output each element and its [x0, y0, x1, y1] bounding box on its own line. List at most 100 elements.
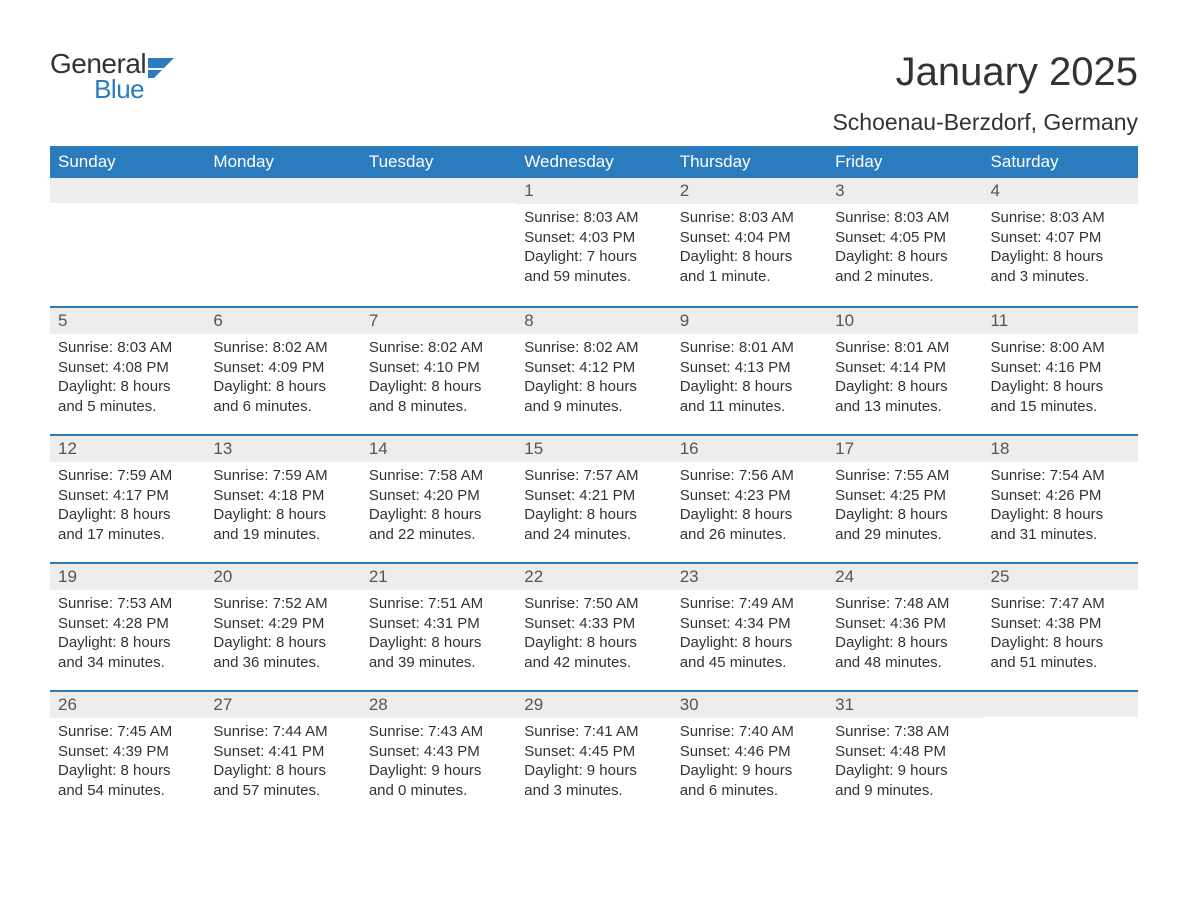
day-number: 17	[827, 436, 982, 462]
day-body: Sunrise: 8:02 AMSunset: 4:12 PMDaylight:…	[516, 334, 671, 426]
title-block: January 2025 Schoenau-Berzdorf, Germany	[832, 50, 1138, 136]
sunset-text: Sunset: 4:26 PM	[991, 486, 1132, 506]
day-number: 20	[205, 564, 360, 590]
day-cell: 23Sunrise: 7:49 AMSunset: 4:34 PMDayligh…	[672, 564, 827, 690]
day-number	[361, 178, 516, 203]
day-number: 16	[672, 436, 827, 462]
sunset-text: Sunset: 4:46 PM	[680, 742, 821, 762]
logo-blue: Blue	[50, 76, 146, 102]
daylight-text: Daylight: 8 hours and 15 minutes.	[991, 377, 1132, 416]
day-cell: 18Sunrise: 7:54 AMSunset: 4:26 PMDayligh…	[983, 436, 1138, 562]
sunset-text: Sunset: 4:18 PM	[213, 486, 354, 506]
daylight-text: Daylight: 8 hours and 51 minutes.	[991, 633, 1132, 672]
day-body: Sunrise: 7:52 AMSunset: 4:29 PMDaylight:…	[205, 590, 360, 682]
day-cell: 30Sunrise: 7:40 AMSunset: 4:46 PMDayligh…	[672, 692, 827, 818]
daylight-text: Daylight: 8 hours and 24 minutes.	[524, 505, 665, 544]
sunrise-text: Sunrise: 8:03 AM	[680, 208, 821, 228]
day-cell: 9Sunrise: 8:01 AMSunset: 4:13 PMDaylight…	[672, 308, 827, 434]
day-header-fri: Friday	[827, 146, 982, 178]
sunrise-text: Sunrise: 7:56 AM	[680, 466, 821, 486]
week-row: 12Sunrise: 7:59 AMSunset: 4:17 PMDayligh…	[50, 434, 1138, 562]
sunrise-text: Sunrise: 7:44 AM	[213, 722, 354, 742]
sunset-text: Sunset: 4:41 PM	[213, 742, 354, 762]
day-number: 28	[361, 692, 516, 718]
day-number: 3	[827, 178, 982, 204]
daylight-text: Daylight: 8 hours and 45 minutes.	[680, 633, 821, 672]
daylight-text: Daylight: 8 hours and 11 minutes.	[680, 377, 821, 416]
day-cell: 3Sunrise: 8:03 AMSunset: 4:05 PMDaylight…	[827, 178, 982, 306]
sunrise-text: Sunrise: 7:47 AM	[991, 594, 1132, 614]
day-number: 12	[50, 436, 205, 462]
sunrise-text: Sunrise: 7:50 AM	[524, 594, 665, 614]
day-cell: 13Sunrise: 7:59 AMSunset: 4:18 PMDayligh…	[205, 436, 360, 562]
day-number: 29	[516, 692, 671, 718]
day-cell: 6Sunrise: 8:02 AMSunset: 4:09 PMDaylight…	[205, 308, 360, 434]
sunset-text: Sunset: 4:17 PM	[58, 486, 199, 506]
day-body: Sunrise: 7:56 AMSunset: 4:23 PMDaylight:…	[672, 462, 827, 554]
day-cell: 22Sunrise: 7:50 AMSunset: 4:33 PMDayligh…	[516, 564, 671, 690]
day-number: 11	[983, 308, 1138, 334]
day-cell	[50, 178, 205, 306]
sunset-text: Sunset: 4:13 PM	[680, 358, 821, 378]
sunset-text: Sunset: 4:16 PM	[991, 358, 1132, 378]
sunrise-text: Sunrise: 7:55 AM	[835, 466, 976, 486]
day-cell: 28Sunrise: 7:43 AMSunset: 4:43 PMDayligh…	[361, 692, 516, 818]
day-number: 13	[205, 436, 360, 462]
sunrise-text: Sunrise: 7:57 AM	[524, 466, 665, 486]
sunset-text: Sunset: 4:29 PM	[213, 614, 354, 634]
sunset-text: Sunset: 4:03 PM	[524, 228, 665, 248]
daylight-text: Daylight: 8 hours and 5 minutes.	[58, 377, 199, 416]
sunset-text: Sunset: 4:45 PM	[524, 742, 665, 762]
day-body: Sunrise: 8:03 AMSunset: 4:08 PMDaylight:…	[50, 334, 205, 426]
sunset-text: Sunset: 4:31 PM	[369, 614, 510, 634]
day-header-sun: Sunday	[50, 146, 205, 178]
daylight-text: Daylight: 8 hours and 29 minutes.	[835, 505, 976, 544]
daylight-text: Daylight: 8 hours and 17 minutes.	[58, 505, 199, 544]
weeks-container: 1Sunrise: 8:03 AMSunset: 4:03 PMDaylight…	[50, 178, 1138, 818]
day-body: Sunrise: 7:55 AMSunset: 4:25 PMDaylight:…	[827, 462, 982, 554]
day-cell: 25Sunrise: 7:47 AMSunset: 4:38 PMDayligh…	[983, 564, 1138, 690]
daylight-text: Daylight: 9 hours and 3 minutes.	[524, 761, 665, 800]
day-cell: 2Sunrise: 8:03 AMSunset: 4:04 PMDaylight…	[672, 178, 827, 306]
day-cell: 31Sunrise: 7:38 AMSunset: 4:48 PMDayligh…	[827, 692, 982, 818]
day-cell: 12 Sunrise: 7:59 AMSunset: 4:17 PMDayligh…	[50, 436, 205, 562]
daylight-text: Daylight: 8 hours and 57 minutes.	[213, 761, 354, 800]
sunrise-text: Sunrise: 7:43 AM	[369, 722, 510, 742]
day-cell: 1Sunrise: 8:03 AMSunset: 4:03 PMDaylight…	[516, 178, 671, 306]
logo: General Blue	[50, 50, 178, 102]
day-body: Sunrise: 8:03 AMSunset: 4:04 PMDaylight:…	[672, 204, 827, 296]
day-number: 2	[672, 178, 827, 204]
sunrise-text: Sunrise: 7:59 AM	[58, 466, 199, 486]
day-cell: 29Sunrise: 7:41 AMSunset: 4:45 PMDayligh…	[516, 692, 671, 818]
sunrise-text: Sunrise: 8:03 AM	[991, 208, 1132, 228]
day-cell: 14Sunrise: 7:58 AMSunset: 4:20 PMDayligh…	[361, 436, 516, 562]
day-body: Sunrise: 7:47 AMSunset: 4:38 PMDaylight:…	[983, 590, 1138, 682]
day-header-row: Sunday Monday Tuesday Wednesday Thursday…	[50, 146, 1138, 178]
daylight-text: Daylight: 9 hours and 0 minutes.	[369, 761, 510, 800]
week-row: 26Sunrise: 7:45 AMSunset: 4:39 PMDayligh…	[50, 690, 1138, 818]
calendar: Sunday Monday Tuesday Wednesday Thursday…	[50, 146, 1138, 818]
sunset-text: Sunset: 4:25 PM	[835, 486, 976, 506]
day-number: 9	[672, 308, 827, 334]
day-header-tue: Tuesday	[361, 146, 516, 178]
location: Schoenau-Berzdorf, Germany	[832, 109, 1138, 136]
sunset-text: Sunset: 4:07 PM	[991, 228, 1132, 248]
sunrise-text: Sunrise: 7:40 AM	[680, 722, 821, 742]
daylight-text: Daylight: 9 hours and 6 minutes.	[680, 761, 821, 800]
week-row: 5Sunrise: 8:03 AMSunset: 4:08 PMDaylight…	[50, 306, 1138, 434]
day-number: 31	[827, 692, 982, 718]
sunset-text: Sunset: 4:36 PM	[835, 614, 976, 634]
daylight-text: Daylight: 9 hours and 9 minutes.	[835, 761, 976, 800]
day-header-sat: Saturday	[983, 146, 1138, 178]
sunset-text: Sunset: 4:33 PM	[524, 614, 665, 634]
day-number: 25	[983, 564, 1138, 590]
daylight-text: Daylight: 8 hours and 31 minutes.	[991, 505, 1132, 544]
sunrise-text: Sunrise: 8:03 AM	[524, 208, 665, 228]
day-body: Sunrise: 7:54 AMSunset: 4:26 PMDaylight:…	[983, 462, 1138, 554]
day-body: Sunrise: 7:58 AMSunset: 4:20 PMDaylight:…	[361, 462, 516, 554]
sunrise-text: Sunrise: 8:02 AM	[369, 338, 510, 358]
daylight-text: Daylight: 8 hours and 3 minutes.	[991, 247, 1132, 286]
sunrise-text: Sunrise: 8:03 AM	[835, 208, 976, 228]
sunrise-text: Sunrise: 7:45 AM	[58, 722, 199, 742]
sunrise-text: Sunrise: 7:53 AM	[58, 594, 199, 614]
